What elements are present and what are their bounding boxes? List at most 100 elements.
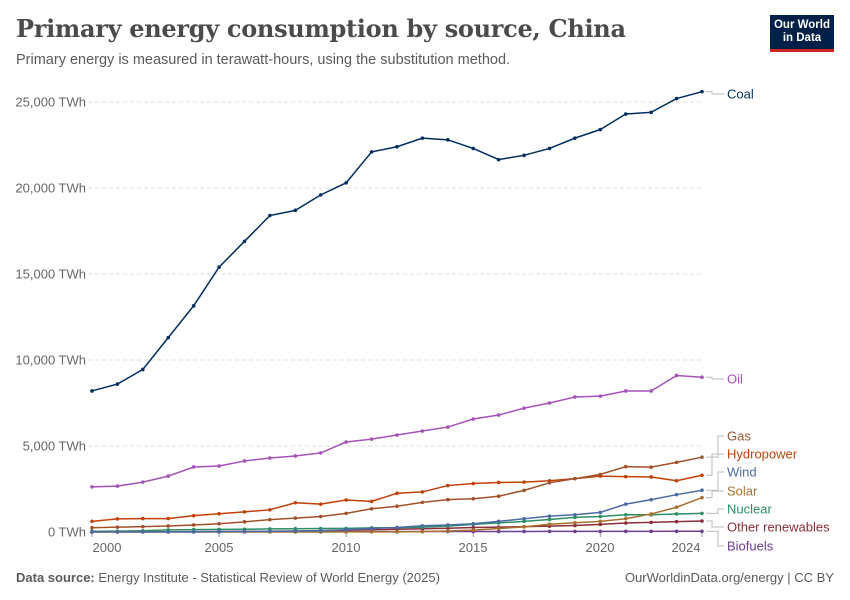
data-point bbox=[547, 514, 552, 518]
data-point bbox=[471, 497, 476, 501]
label-connector bbox=[706, 490, 724, 499]
owid-logo[interactable]: Our World in Data bbox=[770, 15, 834, 52]
x-tick-label: 2015 bbox=[459, 540, 488, 555]
data-point bbox=[573, 529, 577, 534]
series-label: Wind bbox=[727, 465, 757, 480]
data-point bbox=[420, 429, 425, 433]
data-point bbox=[446, 483, 450, 488]
data-point bbox=[369, 530, 374, 534]
data-point bbox=[268, 529, 272, 534]
data-point bbox=[242, 520, 247, 524]
data-point bbox=[598, 514, 603, 519]
data-point bbox=[141, 480, 145, 484]
data-point bbox=[191, 529, 196, 534]
data-point bbox=[598, 522, 603, 527]
data-point bbox=[446, 497, 450, 502]
data-point bbox=[369, 437, 374, 441]
data-point bbox=[700, 455, 704, 459]
credit-link[interactable]: OurWorldinData.org/energy | CC BY bbox=[624, 570, 834, 585]
data-point bbox=[649, 520, 653, 525]
series-label: Coal bbox=[727, 87, 754, 102]
data-point bbox=[649, 389, 653, 393]
data-point bbox=[217, 521, 221, 526]
x-tick-label: 2005 bbox=[205, 540, 234, 555]
data-point bbox=[623, 474, 628, 479]
data-point bbox=[496, 494, 501, 499]
data-point bbox=[420, 529, 425, 534]
data-point bbox=[90, 519, 94, 524]
data-point bbox=[344, 181, 348, 185]
series-oil: Oil bbox=[90, 372, 743, 489]
data-point bbox=[268, 213, 272, 218]
data-point bbox=[547, 401, 552, 405]
data-point bbox=[674, 505, 679, 510]
data-point bbox=[395, 144, 399, 149]
data-point bbox=[369, 150, 374, 154]
data-point bbox=[573, 523, 577, 528]
y-tick-label: 25,000 TWh bbox=[15, 95, 86, 110]
data-point bbox=[242, 459, 247, 463]
label-connector bbox=[706, 520, 724, 528]
data-point bbox=[268, 508, 272, 512]
data-point bbox=[471, 481, 476, 486]
data-point bbox=[598, 510, 603, 515]
data-point bbox=[369, 506, 374, 511]
data-point bbox=[217, 464, 221, 468]
data-point bbox=[522, 516, 526, 521]
y-tick-label: 10,000 TWh bbox=[15, 353, 86, 368]
data-source: Data source: Energy Institute - Statisti… bbox=[16, 570, 440, 585]
label-connector bbox=[706, 530, 724, 547]
data-point bbox=[369, 499, 374, 504]
data-point bbox=[674, 373, 679, 378]
data-point bbox=[318, 502, 323, 506]
data-point bbox=[344, 440, 348, 444]
data-point bbox=[115, 530, 120, 534]
data-point bbox=[598, 519, 603, 524]
data-point bbox=[674, 512, 679, 516]
x-tick-label: 2000 bbox=[93, 540, 122, 555]
source-link[interactable]: Energy Institute - Statistical Review of… bbox=[98, 570, 440, 585]
data-point bbox=[166, 474, 171, 478]
data-point bbox=[623, 464, 628, 469]
data-point bbox=[700, 375, 704, 380]
data-point bbox=[623, 389, 628, 393]
data-point bbox=[420, 136, 425, 140]
series-line bbox=[91, 474, 703, 523]
x-tick-label: 2020 bbox=[586, 540, 615, 555]
data-point bbox=[522, 406, 526, 410]
data-point bbox=[700, 89, 704, 94]
data-point bbox=[522, 480, 526, 484]
label-connector bbox=[706, 91, 724, 95]
data-point bbox=[700, 519, 704, 523]
data-point bbox=[191, 523, 196, 527]
data-point bbox=[496, 413, 501, 417]
data-point bbox=[598, 529, 603, 534]
data-point bbox=[115, 484, 120, 488]
data-point bbox=[420, 500, 425, 505]
logo-text: Our World in Data bbox=[773, 19, 830, 44]
data-point bbox=[446, 523, 450, 527]
data-point bbox=[369, 526, 374, 531]
series-hydropower: Hydropower bbox=[90, 447, 798, 524]
x-tick-label: 2024 bbox=[672, 540, 701, 555]
data-point bbox=[674, 478, 679, 483]
data-point bbox=[268, 517, 272, 522]
data-point bbox=[547, 146, 552, 151]
data-point bbox=[471, 417, 476, 421]
series-label: Solar bbox=[727, 484, 758, 499]
data-point bbox=[496, 480, 501, 485]
label-connector bbox=[706, 471, 724, 491]
data-point bbox=[649, 475, 653, 479]
data-point bbox=[674, 96, 679, 101]
data-point bbox=[293, 208, 298, 213]
data-point bbox=[471, 525, 476, 530]
data-point bbox=[191, 304, 196, 308]
series-label: Biofuels bbox=[727, 539, 774, 554]
data-point bbox=[522, 525, 526, 529]
data-point bbox=[573, 136, 577, 140]
data-point bbox=[268, 456, 272, 460]
series-label: Hydropower bbox=[727, 447, 798, 462]
data-point bbox=[573, 520, 577, 525]
data-point bbox=[166, 529, 171, 534]
